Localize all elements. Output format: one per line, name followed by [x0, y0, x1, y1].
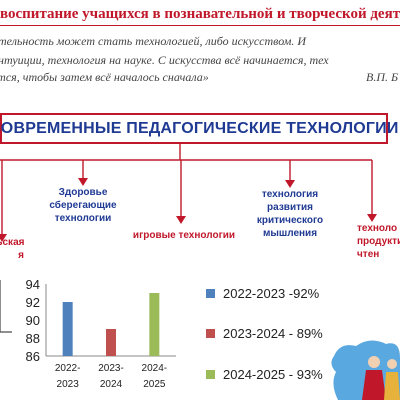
quote-line-2: интуиции, технология на науке. С искусст…: [0, 53, 329, 67]
figure-dress: [362, 370, 386, 400]
figure-dress-2: [384, 372, 400, 400]
y-tick-label: 94: [26, 277, 40, 292]
y-tick-label: 92: [26, 295, 40, 310]
headline: воспитание учащихся в познавательной и т…: [0, 6, 400, 22]
tech-critical-line: технология: [261, 189, 319, 200]
tech-games: игровые технологии: [132, 230, 236, 241]
tech-health-line: сберегающие: [49, 200, 117, 211]
bar: [106, 329, 116, 356]
y-tick-label: 86: [26, 349, 40, 364]
bar: [62, 302, 73, 356]
bar: [149, 293, 160, 356]
arrow-head-health: [78, 178, 88, 186]
arrow-head-games: [176, 216, 186, 224]
legend-label: 2023-2024 - 89%: [223, 326, 323, 341]
tech-health-line: технологии: [54, 213, 112, 224]
legend-swatch: [206, 289, 215, 298]
figure-head: [368, 356, 380, 368]
results-bar-chart: 94 92 90 88 86 2022- 2023 2023- 2024 2024- 2025: [0, 277, 176, 390]
tech-productive-reading: техноло продукти чтен: [357, 222, 400, 261]
legend-swatch: [206, 370, 215, 379]
x-tick-label: 2025: [143, 379, 166, 390]
tech-critical-line: развития: [267, 202, 313, 213]
legend-swatch: [206, 329, 215, 338]
x-tick-label: 2023: [57, 379, 80, 390]
tech-product-line: чтен: [357, 249, 380, 260]
tech-product-line: продукти: [357, 236, 400, 247]
quote-line-1: ательность может стать технологией, либо…: [0, 34, 307, 48]
legend-item-2022-2023: 2022-2023 -92%: [206, 286, 319, 301]
tech-left-line: я: [18, 250, 24, 261]
quote-line-3: ется, чтобы затем всё началось сначала»: [0, 70, 209, 84]
decorative-illustration: [331, 340, 400, 400]
tech-critical-thinking: технология развития критического мышлени…: [250, 188, 330, 240]
arrow-head-critical: [285, 180, 295, 188]
arrow-head-left: [0, 234, 7, 242]
tech-health-line: Здоровье: [58, 187, 108, 198]
x-tick-label: 2024-: [142, 363, 168, 374]
tech-critical-line: критического: [256, 215, 324, 226]
figure-head-2: [387, 359, 397, 369]
legend-item-2023-2024: 2023-2024 - 89%: [206, 326, 323, 341]
quote-author: В.П. Б: [366, 70, 399, 84]
y-tick-label: 90: [26, 313, 40, 328]
tech-health-saving: Здоровье сберегающие технологии: [43, 186, 123, 225]
x-tick-label: 2023-: [98, 363, 124, 374]
arrow-head-product: [367, 214, 377, 222]
legend-label: 2022-2023 -92%: [223, 286, 320, 301]
tech-product-line: техноло: [357, 223, 398, 234]
tech-critical-line: мышления: [262, 228, 318, 239]
legend-label: 2024-2025 - 93%: [223, 367, 323, 382]
connector-lines: [0, 144, 377, 242]
y-tick-label: 88: [26, 331, 40, 346]
title-box: СОВРЕМЕННЫЕ ПЕДАГОГИЧЕСКИЕ ТЕХНОЛОГИИ: [0, 113, 398, 144]
x-tick-label: 2022-: [55, 363, 81, 374]
section-title: СОВРЕМЕННЫЕ ПЕДАГОГИЧЕСКИЕ ТЕХНОЛОГИИ: [0, 119, 399, 137]
x-tick-label: 2024: [100, 379, 123, 390]
header-divider: [0, 25, 400, 26]
tech-left-line: льская: [0, 237, 25, 248]
tech-left-partial: льская я: [0, 236, 24, 262]
legend-item-2024-2025: 2024-2025 - 93%: [206, 367, 323, 382]
